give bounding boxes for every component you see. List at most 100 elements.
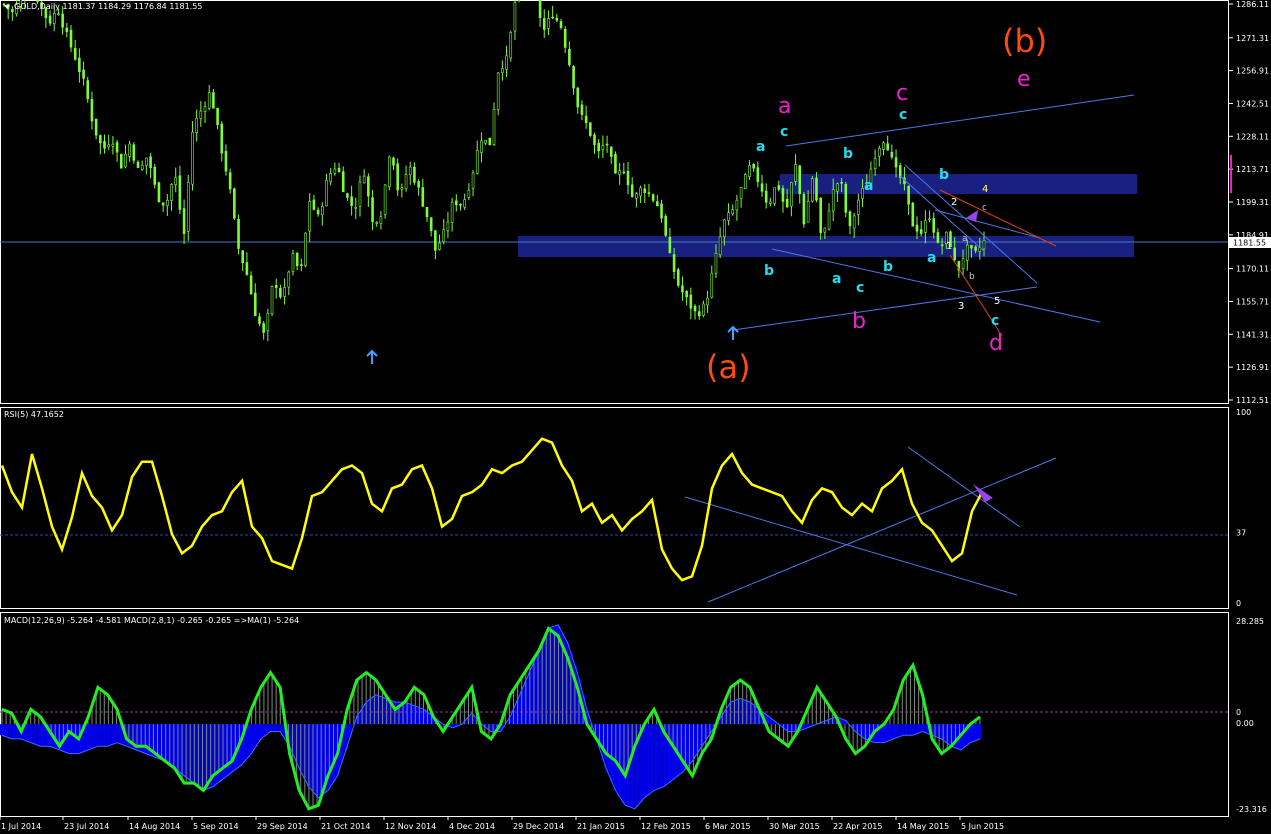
candle-body xyxy=(970,244,973,249)
candle-body xyxy=(660,203,663,219)
wave-label-c-magenta: c xyxy=(896,81,908,106)
wave-label-white: a xyxy=(962,234,968,244)
candle-body xyxy=(40,2,43,8)
rsi-line[interactable] xyxy=(0,437,984,582)
candle-body xyxy=(844,184,848,213)
candle-body xyxy=(911,202,915,227)
candle-body xyxy=(237,218,240,249)
wave-label-cyan: a xyxy=(927,250,936,266)
candle-body xyxy=(656,201,659,207)
candle-body xyxy=(961,258,965,270)
candle-body xyxy=(819,197,822,233)
candle-body xyxy=(815,177,818,201)
candle-body xyxy=(572,66,575,89)
candle-body xyxy=(333,168,337,174)
candle-body xyxy=(295,252,299,267)
candle-body xyxy=(270,286,274,314)
candle-body xyxy=(149,156,152,169)
wave-label-a-magenta: a xyxy=(778,94,791,119)
candle-body xyxy=(166,199,169,206)
candle-body xyxy=(760,183,764,192)
candle-body xyxy=(36,0,39,2)
candle-body xyxy=(672,254,676,272)
candle-body xyxy=(752,164,755,169)
price-tick-label: 1271.31 xyxy=(1236,34,1269,43)
date-tick-label: 5 Jun 2015 xyxy=(961,822,1004,831)
candle-body xyxy=(542,18,546,30)
candle-body xyxy=(810,178,814,202)
macd-title: MACD(12,26,9) -5.264 -4.581 MACD(2,8,1) … xyxy=(4,616,299,625)
candle-body xyxy=(283,287,286,297)
candles[interactable] xyxy=(2,0,986,342)
candle-body xyxy=(957,260,961,271)
candle-body xyxy=(559,21,563,28)
date-tick-label: 21 Oct 2014 xyxy=(321,822,370,831)
wave-label-cyan: c xyxy=(899,107,907,123)
candle-body xyxy=(396,163,399,191)
candle-body xyxy=(488,137,492,146)
candle-body xyxy=(392,157,395,166)
candle-body xyxy=(371,197,374,223)
price-tick-label: 1256.91 xyxy=(1236,67,1269,76)
candle-body xyxy=(86,80,90,100)
candle-body xyxy=(777,185,781,190)
candle-body xyxy=(915,224,919,232)
candle-body xyxy=(140,164,144,170)
candle-body xyxy=(329,173,332,183)
candle-body xyxy=(212,92,215,109)
candle-body xyxy=(417,181,420,188)
candle-body xyxy=(693,305,697,312)
candle-body xyxy=(622,171,626,174)
price-tick-label: 1155.71 xyxy=(1236,297,1269,306)
candle-body xyxy=(178,175,182,210)
macd-line[interactable] xyxy=(1,626,981,811)
lower-channel-line xyxy=(771,248,1101,323)
candle-body xyxy=(2,3,6,6)
price-tick-label: 1126.91 xyxy=(1236,363,1269,372)
candle-body xyxy=(664,216,668,236)
candle-body xyxy=(928,218,931,221)
wave-label-e-magenta: e xyxy=(1017,67,1031,92)
candle-body xyxy=(387,156,391,187)
macd-tick-label: 0.00 xyxy=(1236,719,1254,728)
candle-body xyxy=(823,227,827,233)
candle-body xyxy=(11,9,14,13)
rsi-tick-label: 0 xyxy=(1236,599,1241,608)
candle-body xyxy=(643,188,647,193)
candle-body xyxy=(501,68,504,74)
candle-body xyxy=(475,149,479,174)
candle-body xyxy=(945,231,948,245)
candle-body xyxy=(584,115,588,124)
macd-histogram xyxy=(0,625,982,809)
candle-body xyxy=(840,182,843,184)
candle-body xyxy=(233,188,236,219)
candle-body xyxy=(769,201,772,204)
candle-body xyxy=(580,104,584,115)
candle-body xyxy=(949,231,952,248)
candle-body xyxy=(735,199,739,211)
candle-body xyxy=(446,221,450,231)
candle-body xyxy=(115,142,119,153)
candle-body xyxy=(852,215,856,229)
candle-body xyxy=(316,209,320,215)
candle-body xyxy=(103,140,106,149)
candle-body xyxy=(563,28,567,48)
candle-body xyxy=(341,171,345,193)
candle-body xyxy=(463,199,466,208)
macd-signal-line[interactable] xyxy=(1,624,981,810)
candle-body xyxy=(785,198,789,208)
candle-body xyxy=(702,303,705,316)
candle-body xyxy=(82,69,85,79)
candle-body xyxy=(362,175,366,184)
dropdown-triangle-icon[interactable] xyxy=(4,5,10,9)
candle-body xyxy=(170,184,173,201)
wave-label-white: 3 xyxy=(958,301,964,312)
candle-body xyxy=(597,142,601,152)
candle-body xyxy=(73,47,77,60)
wave-labels: (a) (b) a b c d e a c b a b a c b b c a … xyxy=(706,22,1047,386)
diagonal-line-2 xyxy=(899,175,986,253)
price-tick-label: 1213.71 xyxy=(1236,165,1269,174)
candle-body xyxy=(325,179,328,207)
candle-body xyxy=(124,153,127,168)
date-tick-label: 12 Nov 2014 xyxy=(385,822,436,831)
